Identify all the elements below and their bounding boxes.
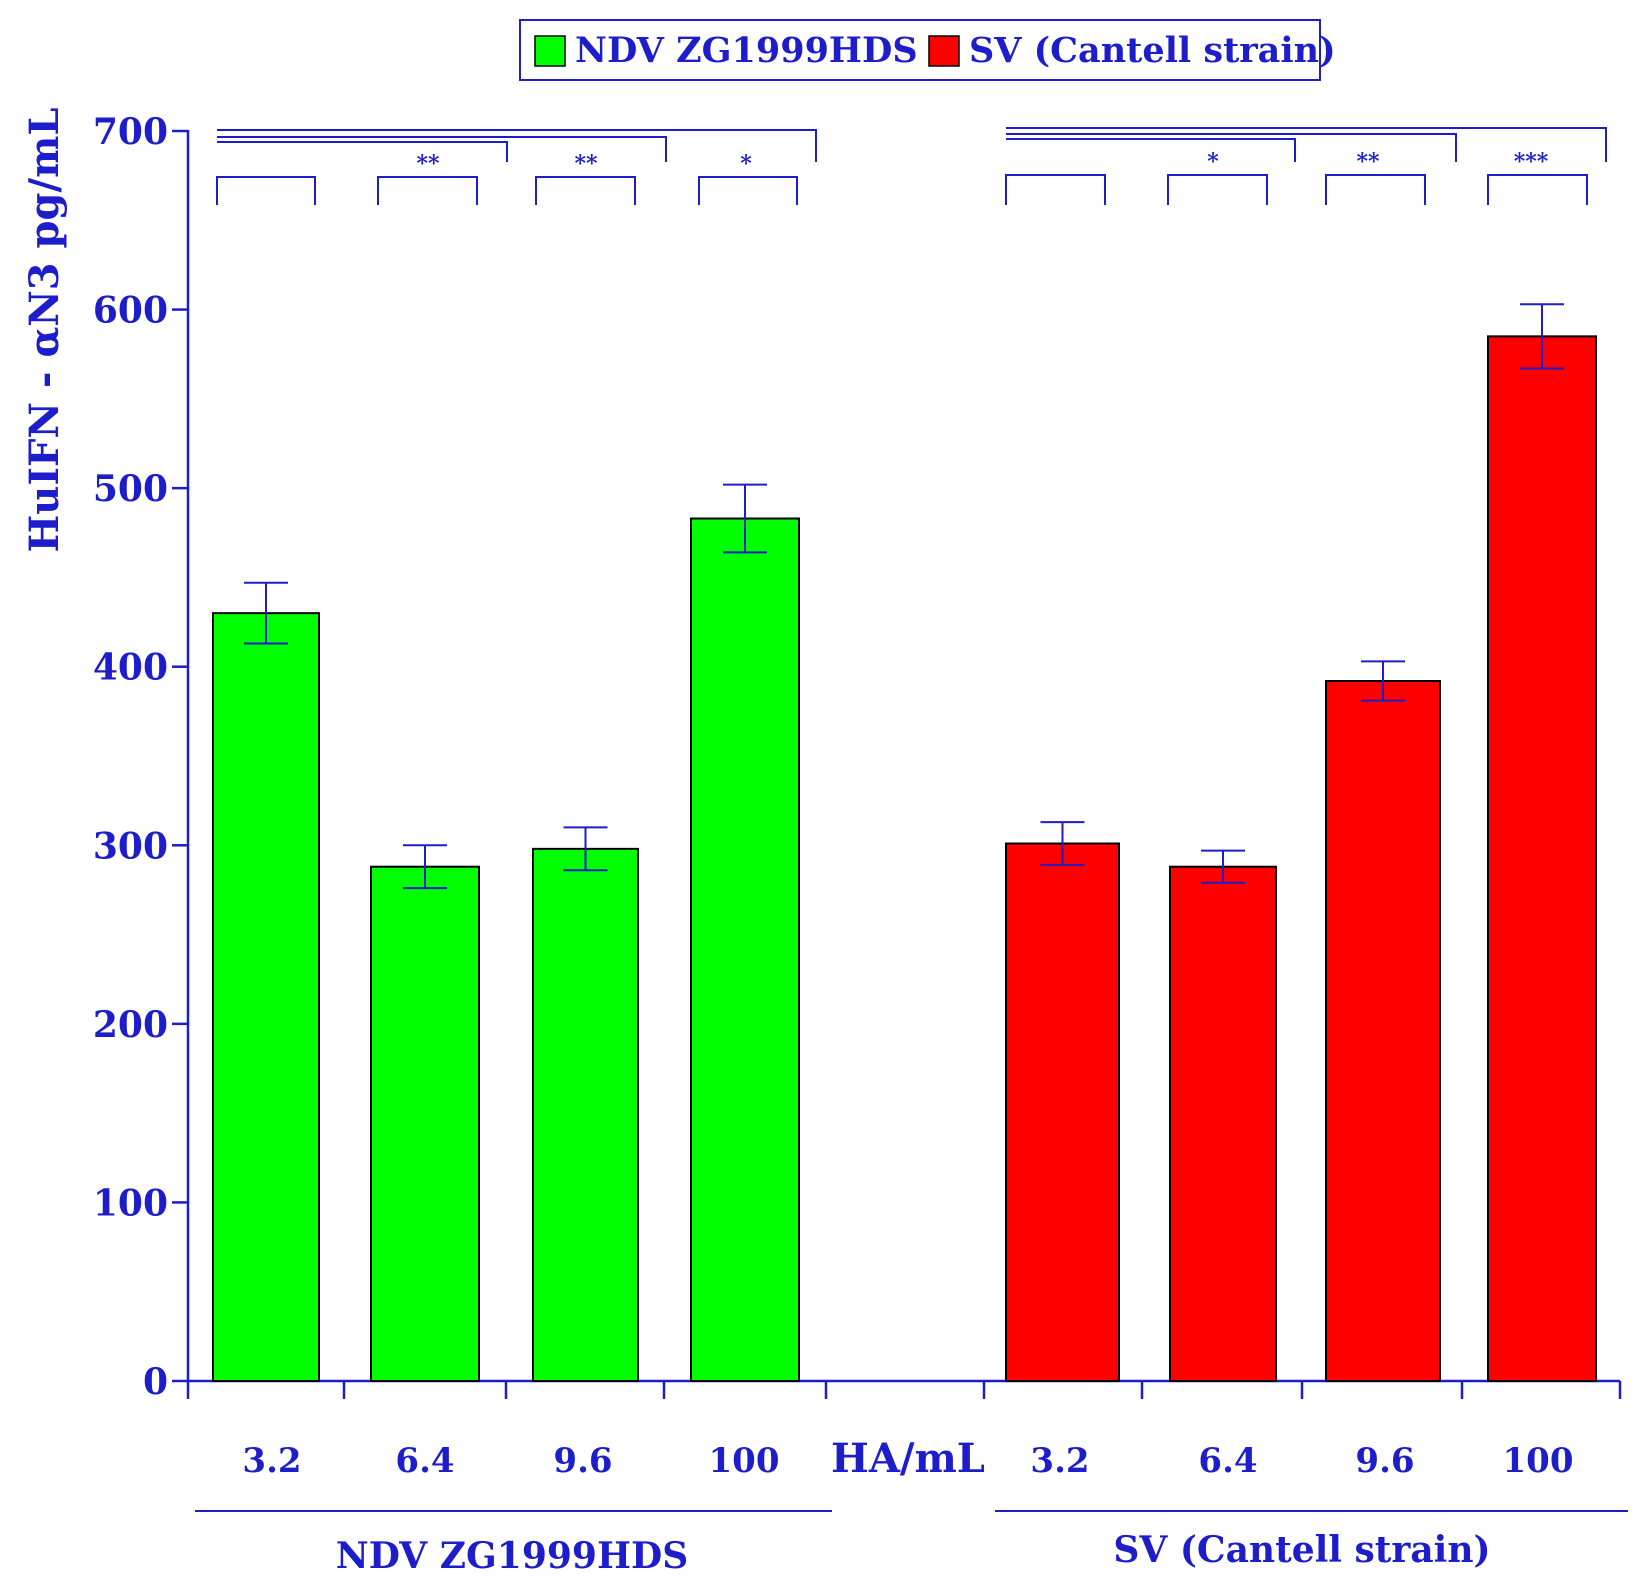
y-tick-label: 300 xyxy=(93,825,168,867)
legend-label-sv: SV (Cantell strain) xyxy=(969,30,1336,71)
significance-stars: *** xyxy=(1514,149,1549,175)
legend-label-ndv: NDV ZG1999HDS xyxy=(575,30,918,71)
significance-stars: ** xyxy=(1356,149,1380,175)
significance-bracket-base xyxy=(1005,174,1106,205)
significance-bracket xyxy=(1006,127,1607,162)
bar xyxy=(1325,680,1441,1382)
significance-bracket xyxy=(217,141,508,162)
significance-bracket-base xyxy=(1167,174,1268,205)
x-axis-unit-label: HA/mL xyxy=(831,1435,985,1482)
y-tick-label: 0 xyxy=(143,1361,168,1403)
legend-box xyxy=(519,19,1321,81)
significance-bracket-base xyxy=(216,176,316,205)
significance-bracket xyxy=(1006,133,1457,162)
legend-swatch-sv xyxy=(928,35,960,67)
category-label: 3.2 xyxy=(1030,1441,1089,1481)
category-labels: 3.2 6.4 9.6 100 3.2 6.4 9.6 100 xyxy=(242,1441,1573,1481)
significance-bracket-base xyxy=(377,176,478,205)
significance-stars: ** xyxy=(416,151,440,177)
category-label: 100 xyxy=(709,1441,780,1481)
bar xyxy=(532,847,639,1382)
y-axis-label: HuIFN - αN3 pg/mL xyxy=(21,107,68,552)
group-labels: NDV ZG1999HDS SV (Cantell strain) xyxy=(195,1510,1628,1577)
legend: NDV ZG1999HDS SV (Cantell strain) xyxy=(519,19,1336,81)
y-tick-label: 100 xyxy=(93,1182,168,1224)
category-label: 100 xyxy=(1503,1441,1574,1481)
significance-bracket xyxy=(217,136,667,162)
significance-stars: * xyxy=(1207,149,1219,175)
bars xyxy=(212,335,1597,1382)
significance-bracket xyxy=(1006,138,1296,162)
significance-bracket-base xyxy=(1325,174,1426,205)
bar xyxy=(1487,335,1597,1382)
significance-bracket-base xyxy=(535,176,636,205)
y-tick-label: 600 xyxy=(93,290,168,332)
y-axis: 0 100 200 300 400 500 600 700 xyxy=(93,111,190,1403)
y-tick-label: 400 xyxy=(93,647,168,689)
y-tick-label: 700 xyxy=(93,111,168,153)
y-tick-label: 500 xyxy=(93,468,168,510)
significance-stars: ** xyxy=(574,151,598,177)
bar xyxy=(690,517,800,1382)
significance-bracket-base xyxy=(698,176,798,205)
error-bars xyxy=(244,303,1564,890)
legend-swatch-ndv xyxy=(534,35,566,67)
category-label: 6.4 xyxy=(395,1441,454,1481)
bar xyxy=(1005,842,1120,1382)
x-axis xyxy=(186,1379,1622,1399)
category-label: 9.6 xyxy=(1355,1441,1414,1481)
bar xyxy=(212,612,320,1382)
bar xyxy=(1169,865,1277,1382)
group-label: SV (Cantell strain) xyxy=(1113,1529,1490,1571)
group-label: NDV ZG1999HDS xyxy=(336,1535,688,1577)
bar xyxy=(370,865,480,1382)
significance-brackets: ** ** * * ** *** xyxy=(216,127,1607,205)
significance-stars: * xyxy=(740,151,752,177)
category-label: 6.4 xyxy=(1198,1441,1257,1481)
y-tick-label: 200 xyxy=(93,1004,168,1046)
category-label: 9.6 xyxy=(553,1441,612,1481)
significance-bracket xyxy=(217,129,817,162)
category-label: 3.2 xyxy=(242,1441,301,1481)
significance-bracket-base xyxy=(1487,174,1588,205)
